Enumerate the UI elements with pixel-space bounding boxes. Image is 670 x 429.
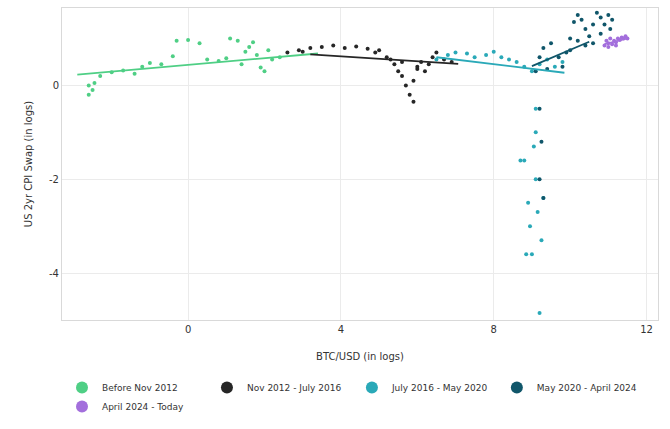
svg-text:BTC/USD (in logs): BTC/USD (in logs) [316, 351, 404, 362]
svg-text:0: 0 [185, 324, 191, 335]
svg-text:April 2024 - Today: April 2024 - Today [102, 402, 184, 412]
svg-text:US 2yr CPI Swap (in logs): US 2yr CPI Swap (in logs) [23, 101, 34, 227]
svg-text:Before Nov 2012: Before Nov 2012 [102, 383, 178, 393]
svg-text:-4: -4 [49, 268, 59, 279]
svg-text:Nov 2012 - July 2016: Nov 2012 - July 2016 [247, 383, 342, 393]
svg-text:July 2016 - May 2020: July 2016 - May 2020 [391, 383, 488, 393]
svg-text:0: 0 [53, 80, 59, 91]
svg-text:May 2020 - April 2024: May 2020 - April 2024 [537, 383, 637, 393]
svg-text:8: 8 [491, 324, 497, 335]
svg-text:4: 4 [338, 324, 344, 335]
svg-text:12: 12 [640, 324, 653, 335]
svg-text:-2: -2 [49, 174, 59, 185]
